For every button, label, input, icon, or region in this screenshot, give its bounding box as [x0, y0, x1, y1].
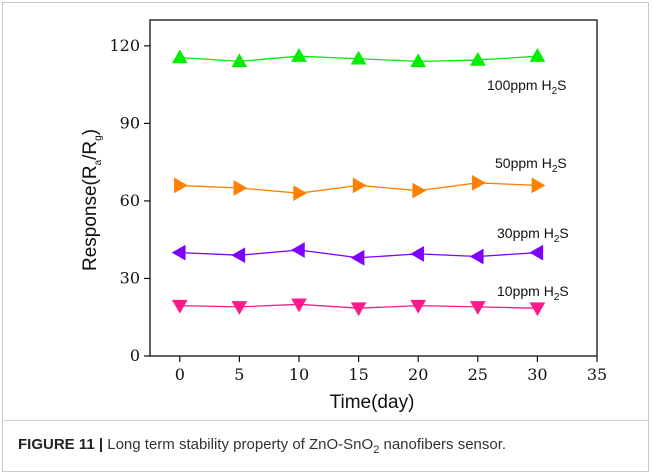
series-markers [171, 48, 546, 317]
series-label: 100ppm H2S [487, 77, 567, 97]
data-point-marker [174, 177, 188, 194]
data-point-marker [469, 301, 486, 315]
data-point-marker [231, 247, 246, 264]
y-tick-label: 0 [130, 346, 140, 365]
x-tick-label: 25 [468, 365, 488, 384]
x-tick-label: 35 [587, 365, 607, 384]
data-point-marker [469, 248, 484, 265]
y-tick-label: 60 [120, 191, 140, 210]
data-point-marker [410, 246, 424, 262]
data-point-marker [469, 52, 486, 66]
data-point-marker [291, 48, 307, 62]
data-point-marker [352, 177, 367, 194]
axis-ticks: 0 5 10 15 20 25 30 35 0 30 60 90 120 [109, 36, 607, 384]
caption-text: Long term stability property of ZnO-SnO2… [107, 436, 507, 456]
stability-chart: 0 5 10 15 20 25 30 35 0 30 60 90 120 100ppm H2S 50ppm… [80, 19, 607, 413]
data-point-marker [350, 302, 367, 317]
series-label: 30ppm H2S [497, 225, 569, 245]
data-point-marker [231, 301, 248, 315]
caption-bar: | [98, 436, 104, 453]
data-point-marker [171, 244, 186, 261]
data-point-marker [171, 49, 188, 64]
figure-label: FIGURE 11 [18, 436, 95, 453]
x-tick-label: 5 [234, 365, 244, 384]
data-point-marker [293, 185, 308, 202]
data-point-marker [291, 298, 307, 313]
data-point-marker [410, 53, 427, 68]
x-tick-label: 20 [408, 365, 428, 384]
plot-area [149, 19, 598, 357]
y-tick-label: 30 [120, 268, 140, 287]
data-point-marker [290, 242, 305, 258]
figure-caption: FIGURE 11 | Long term stability property… [18, 436, 638, 456]
x-tick-label: 10 [289, 365, 309, 384]
data-point-marker [412, 182, 427, 199]
data-point-marker [531, 177, 546, 194]
data-point-marker [350, 50, 367, 65]
x-tick-label: 15 [348, 365, 368, 384]
data-point-marker [350, 249, 365, 266]
data-point-marker [529, 302, 546, 317]
data-point-marker [410, 299, 427, 314]
y-tick-label: 90 [120, 113, 140, 132]
y-tick-label: 120 [109, 36, 140, 55]
series-labels: 100ppm H2S 50ppm H2S 30ppm H2S 10ppm H2S [487, 77, 569, 303]
x-axis-title: Time(day) [330, 392, 415, 413]
data-point-marker [529, 48, 546, 62]
x-tick-label: 0 [175, 365, 185, 384]
data-point-marker [233, 180, 248, 196]
x-tick-label: 30 [527, 365, 547, 384]
caption-separator [2, 420, 649, 421]
series-label: 50ppm H2S [495, 155, 567, 175]
figure-frame [2, 2, 649, 472]
series-label: 10ppm H2S [497, 283, 569, 303]
y-axis-title: Response(Ra/Rg) [80, 129, 104, 271]
data-point-marker [529, 244, 544, 261]
data-point-marker [171, 299, 188, 314]
data-point-marker [472, 174, 486, 191]
data-point-marker [231, 53, 248, 68]
